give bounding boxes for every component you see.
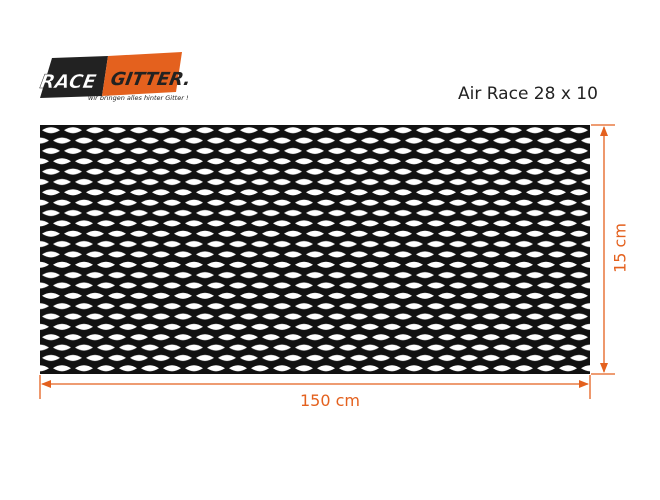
logo-text-right: GITTER.DE: [109, 69, 188, 90]
height-label: 15 cm: [610, 223, 630, 273]
width-label: 150 cm: [299, 391, 360, 410]
product-title: Air Race 28 x 10: [458, 84, 598, 104]
logo: RACE GITTER.DE wir bringen alles hinter …: [38, 52, 188, 102]
logo-text-left: RACE: [38, 70, 98, 93]
mesh-grille-image: [40, 125, 590, 374]
logo-slogan: wir bringen alles hinter Gitter !: [88, 94, 188, 102]
